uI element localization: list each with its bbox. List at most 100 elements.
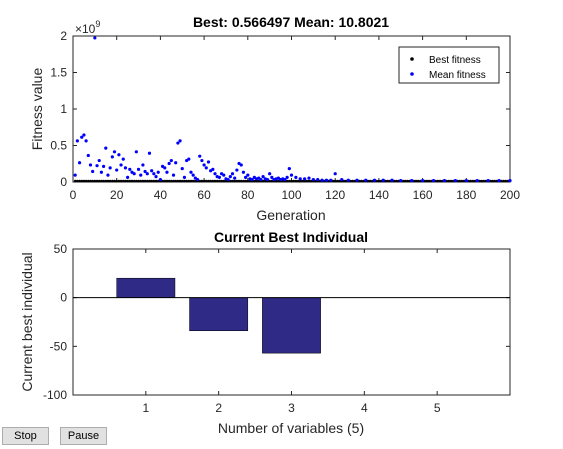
best-fitness-point: [261, 179, 265, 183]
fitness-legend: Best fitness Mean fitness: [398, 46, 500, 84]
pause-button[interactable]: Pause: [60, 427, 107, 445]
mean-fitness-point: [213, 172, 217, 176]
mean-fitness-point: [77, 161, 82, 165]
best-fitness-point: [150, 179, 153, 183]
mean-fitness-point: [372, 178, 377, 182]
mean-fitness-point: [364, 178, 368, 182]
best-fitness-point: [204, 179, 208, 183]
mean-fitness-point: [145, 172, 149, 176]
best-individual-title: Current Best Individual: [214, 229, 368, 245]
mean-fitness-series: [73, 36, 512, 183]
mean-fitness-point: [167, 161, 171, 166]
best-fitness-point: [198, 179, 202, 183]
best-fitness-point: [277, 179, 280, 183]
best-fitness-point: [338, 179, 341, 183]
mean-fitness-point: [73, 173, 77, 177]
mean-fitness-point: [241, 170, 246, 174]
best-individual-x-tick-label: 1: [142, 401, 149, 415]
best-fitness-point: [233, 179, 236, 183]
best-fitness-point: [128, 179, 132, 183]
mean-fitness-point: [119, 163, 123, 167]
best-fitness-point: [351, 179, 354, 183]
best-individual-x-tick-label: 5: [434, 401, 441, 415]
fitness-y-exponent: 9: [95, 19, 100, 29]
mean-fitness-point: [399, 179, 403, 183]
best-fitness-point: [502, 179, 505, 183]
mean-fitness-point: [333, 172, 337, 176]
best-fitness-point: [296, 179, 300, 183]
mean-fitness-point: [431, 179, 436, 183]
best-fitness-point: [263, 179, 267, 183]
best-fitness-point: [268, 179, 271, 183]
best-fitness-point: [194, 179, 197, 183]
fitness-y-tick-label: 2: [60, 29, 67, 43]
best-fitness-point: [213, 179, 217, 183]
best-individual-x-tick-label: 2: [215, 401, 222, 415]
fitness-plot-title: Best: 0.566497 Mean: 10.8021: [193, 14, 389, 30]
mean-fitness-point: [202, 163, 206, 167]
mean-fitness-point: [169, 158, 173, 163]
mean-fitness-point: [106, 173, 110, 177]
fitness-x-tick-label: 120: [325, 188, 345, 202]
fitness-y-tick-label: 0: [60, 175, 67, 189]
fitness-x-tick-label: 180: [456, 188, 476, 202]
best-fitness-point: [148, 179, 151, 183]
mean-fitness-point: [143, 169, 147, 174]
mean-fitness-point: [104, 146, 108, 150]
best-fitness-point: [292, 179, 295, 183]
mean-fitness-point: [139, 173, 143, 177]
mean-fitness-point: [97, 158, 101, 163]
legend-best-label: Best fitness: [429, 55, 481, 66]
mean-fitness-point: [233, 176, 237, 180]
best-fitness-point: [303, 179, 306, 183]
best-fitness-point: [427, 179, 431, 183]
best-fitness-point: [458, 179, 462, 183]
best-fitness-point: [135, 179, 138, 183]
mean-fitness-point: [294, 175, 298, 179]
mean-fitness-point: [75, 139, 79, 143]
mean-fitness-point: [198, 154, 202, 158]
best-fitness-point: [189, 179, 193, 183]
best-fitness-point: [117, 179, 121, 183]
best-fitness-point: [309, 179, 313, 183]
best-individual-bars: [73, 277, 510, 354]
fitness-x-tick-label: 80: [241, 188, 255, 202]
mean-fitness-point: [91, 169, 95, 174]
best-fitness-point: [257, 179, 261, 183]
best-fitness-point: [191, 179, 195, 183]
best-fitness-point: [438, 179, 442, 183]
mean-fitness-point: [200, 158, 204, 163]
best-fitness-point: [126, 179, 129, 183]
mean-fitness-point: [99, 170, 104, 174]
mean-fitness-point: [421, 179, 425, 183]
best-individual-y-tick-label: -100: [43, 388, 67, 402]
mean-fitness-point: [132, 172, 136, 176]
best-individual-bar: [189, 297, 249, 332]
best-fitness-point: [294, 179, 298, 183]
best-fitness-point: [491, 179, 494, 183]
best-fitness-point: [156, 179, 160, 183]
mean-fitness-point: [381, 178, 385, 182]
mean-fitness-point: [108, 166, 112, 170]
best-fitness-point: [220, 179, 223, 183]
best-fitness-point: [460, 179, 464, 183]
best-fitness-point: [108, 179, 112, 183]
best-individual-bar: [262, 297, 321, 354]
mean-fitness-point: [329, 178, 333, 182]
mean-fitness-point: [171, 173, 176, 177]
best-fitness-point: [106, 179, 110, 183]
mean-fitness-point: [82, 133, 86, 137]
best-fitness-point: [167, 179, 171, 183]
mean-fitness-point: [189, 170, 193, 174]
best-individual-y-axis-label: Current best individual: [19, 252, 35, 391]
best-fitness-point: [482, 179, 486, 183]
best-fitness-point: [425, 179, 429, 183]
best-fitness-point: [202, 179, 206, 183]
best-fitness-point: [493, 179, 497, 183]
mean-fitness-point: [180, 166, 184, 171]
stop-button[interactable]: Stop: [2, 427, 49, 445]
mean-fitness-point: [121, 157, 125, 161]
mean-fitness-point: [211, 167, 215, 171]
fitness-y-tick-label: 1.5: [50, 66, 67, 80]
fitness-x-tick-label: 140: [369, 188, 389, 202]
